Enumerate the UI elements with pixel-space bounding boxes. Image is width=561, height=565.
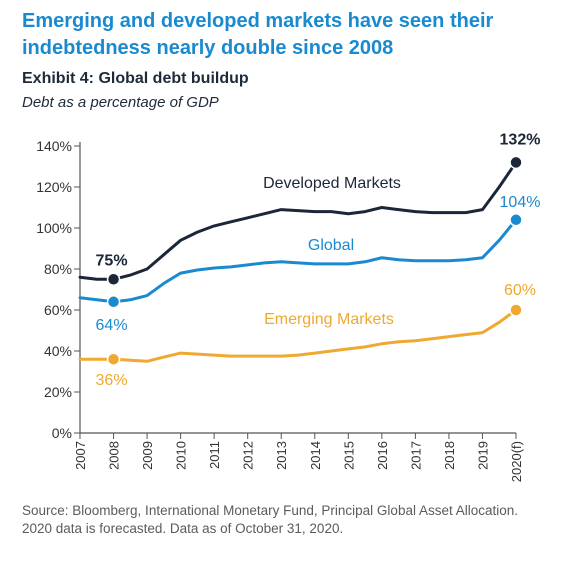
data-label-developed-2008: 75%: [96, 252, 128, 269]
exhibit-title: Exhibit 4: Global debt buildup: [22, 70, 249, 87]
data-point-developed-2020: [509, 155, 523, 170]
x-tick-label: 2016: [375, 441, 390, 470]
y-tick-label: 80%: [44, 261, 72, 277]
x-tick-label: 2018: [442, 441, 457, 470]
x-tick-label: 2014: [308, 441, 323, 470]
x-tick-label: 2020(f): [509, 441, 524, 482]
y-tick-label: 60%: [44, 302, 72, 318]
data-label-global-2020: 104%: [500, 194, 541, 211]
data-label-emerging-2020: 60%: [504, 282, 536, 299]
y-tick-label: 120%: [36, 179, 72, 195]
y-tick-label: 140%: [36, 138, 72, 154]
data-label-global-2008: 64%: [96, 317, 128, 334]
data-label-developed-2020: 132%: [500, 131, 541, 148]
source-note: Source: Bloomberg, International Monetar…: [22, 503, 519, 536]
x-tick-label: 2012: [241, 441, 256, 470]
x-tick-label: 2010: [174, 441, 189, 470]
x-tick-label: 2017: [408, 441, 423, 470]
series-label-global: Global: [308, 237, 354, 254]
x-tick-label: 2008: [107, 441, 122, 470]
y-tick-label: 20%: [44, 384, 72, 400]
y-tick-label: 100%: [36, 220, 72, 236]
headline: Emerging and developed markets have seen…: [22, 10, 494, 59]
chart-subtitle: Debt as a percentage of GDP: [22, 94, 219, 111]
series-line-global: [78, 218, 518, 304]
x-tick-label: 2013: [274, 441, 289, 470]
data-point-global-2008: [106, 295, 121, 309]
x-tick-label: 2007: [73, 441, 88, 470]
data-label-emerging-2008: 36%: [96, 372, 128, 389]
series-label-developed: Developed Markets: [263, 175, 401, 192]
y-tick-label: 40%: [44, 343, 72, 359]
y-tick-label: 0%: [52, 425, 72, 441]
debt-line-chart: 0% 20% 40% 60% 80% 100% 120% 140% 2007 2008 2009 20…: [36, 131, 541, 482]
data-point-global-2020: [509, 213, 523, 227]
data-point-developed-2008: [106, 272, 121, 286]
x-tick-label: 2009: [140, 441, 155, 470]
series-line-developed: [78, 160, 518, 281]
data-point-emerging-2008: [106, 352, 121, 366]
series-line-emerging: [78, 308, 518, 363]
data-point-emerging-2020: [509, 303, 523, 317]
x-tick-label: 2019: [475, 441, 490, 470]
x-tick-label: 2015: [341, 441, 356, 470]
series-label-emerging: Emerging Markets: [264, 311, 394, 328]
x-tick-label: 2011: [207, 441, 222, 469]
